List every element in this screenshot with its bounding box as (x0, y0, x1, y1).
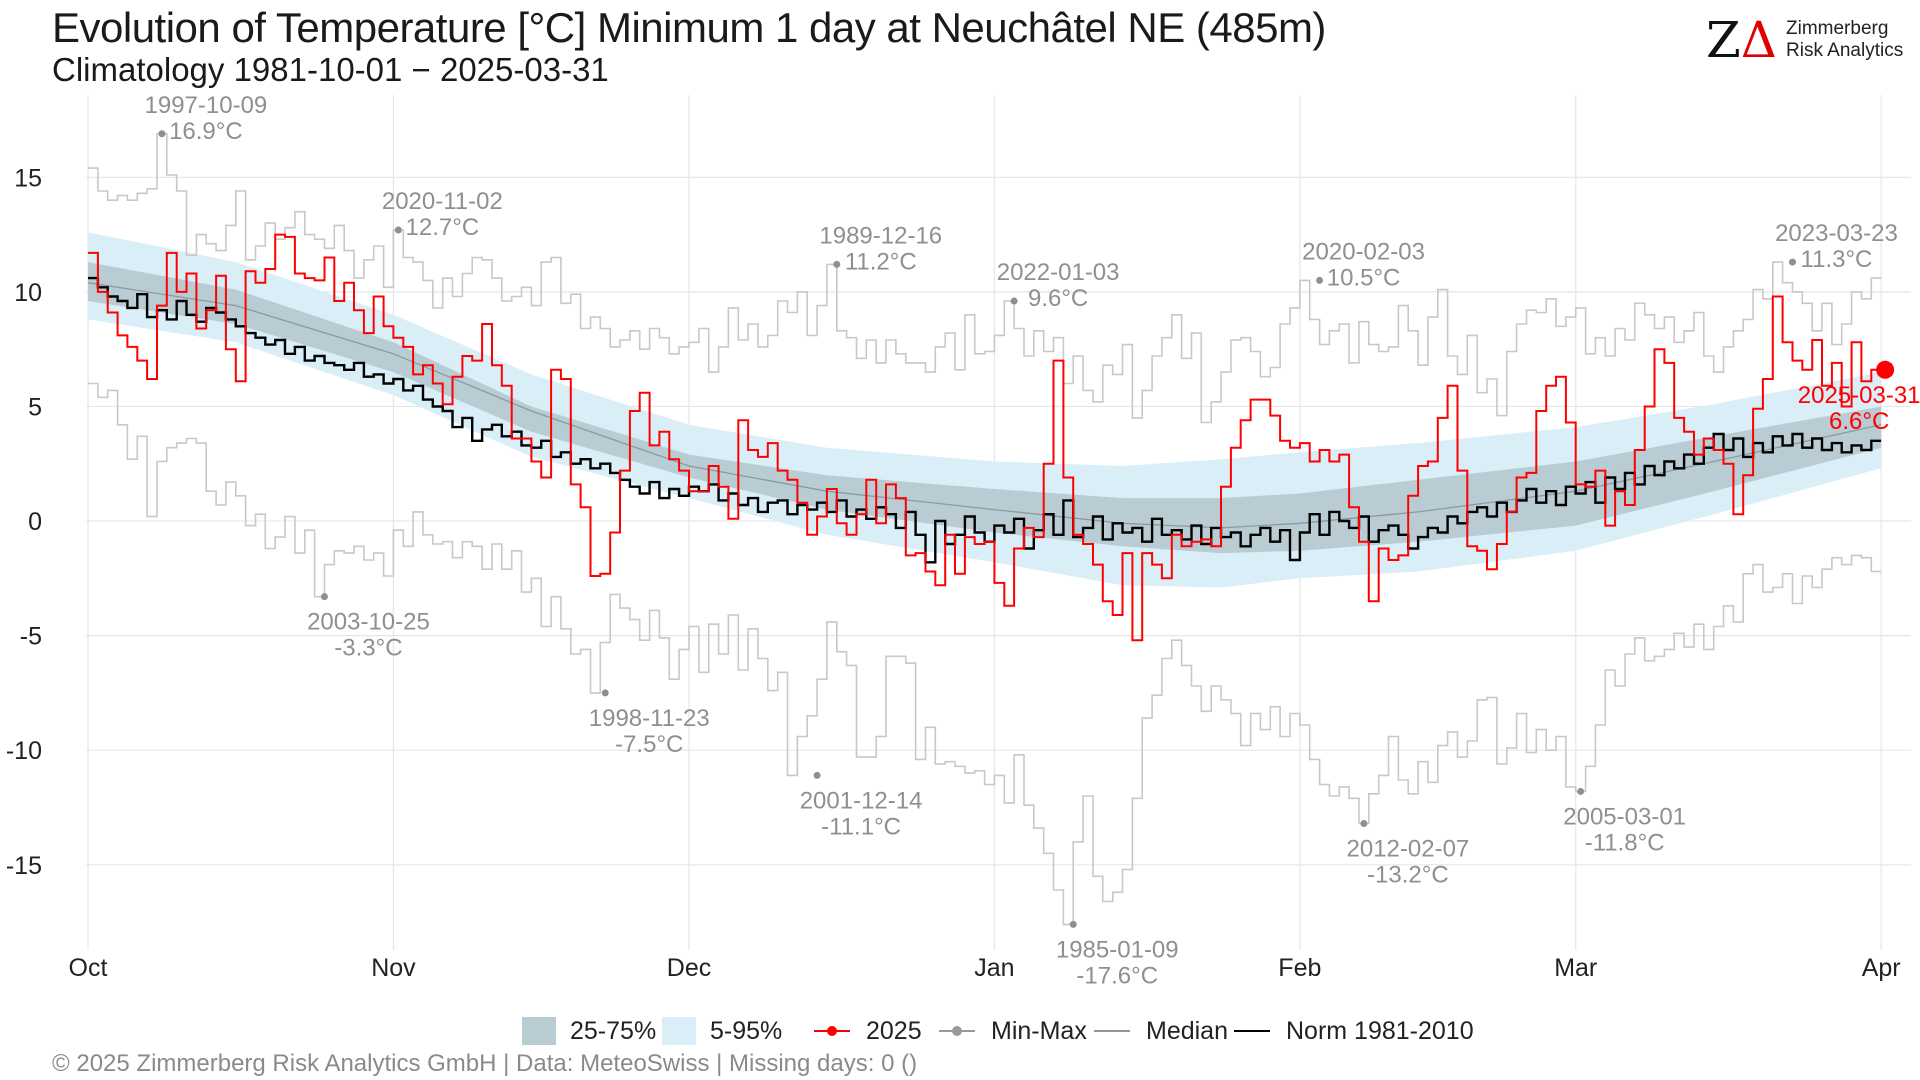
x-tick-label: Oct (69, 954, 108, 982)
current-date-label: 2025-03-31 (1798, 382, 1920, 409)
legend-label: Median (1146, 1016, 1228, 1045)
x-tick-label: Nov (371, 954, 416, 982)
legend-item: Norm 1981-2010 (1232, 1014, 1474, 1048)
extreme-date-label: 2023-03-23 (1775, 220, 1898, 247)
extreme-marker (1788, 258, 1796, 266)
extreme-date-label: 1985-01-09 (1056, 936, 1179, 963)
legend-item: 25-75% (522, 1014, 656, 1048)
legend-item: 5-95% (662, 1014, 782, 1048)
extreme-value-label: -11.8°C (1585, 829, 1665, 856)
chart-title: Evolution of Temperature [°C] Minimum 1 … (52, 4, 1326, 51)
extreme-date-label: 2020-11-02 (382, 188, 503, 215)
legend-swatch (1092, 1017, 1132, 1045)
y-tick-label: 10 (14, 279, 42, 307)
norm-line (88, 276, 1882, 564)
extreme-value-label: -17.6°C (1076, 962, 1158, 989)
legend-label: Norm 1981-2010 (1286, 1016, 1474, 1045)
extreme-value-label: 12.7°C (406, 214, 480, 241)
extreme-date-label: 2012-02-07 (1347, 836, 1470, 863)
legend-label: 5-95% (710, 1016, 783, 1045)
x-tick-label: Apr (1862, 954, 1901, 982)
extreme-marker (833, 260, 841, 268)
extreme-date-label: 2003-10-25 (307, 609, 430, 636)
y-tick-label: -10 (6, 737, 42, 765)
legend-swatch (812, 1017, 852, 1045)
x-tick-label: Mar (1554, 954, 1597, 982)
extreme-value-label: -13.2°C (1367, 862, 1449, 889)
logo-mark: ZΔ (1706, 11, 1777, 69)
logo-line-2: Risk Analytics (1786, 40, 1904, 61)
extreme-marker (394, 226, 402, 234)
y-tick-label: 15 (14, 164, 42, 192)
max-line (88, 133, 1882, 424)
extreme-marker (158, 130, 166, 138)
extreme-marker (1360, 820, 1368, 828)
legend-item: Median (1092, 1014, 1228, 1048)
extreme-date-label: 2001-12-14 (800, 787, 923, 814)
chart-subtitle: Climatology 1981-10-01 − 2025-03-31 (52, 51, 609, 88)
logo-text: Zimmerberg Risk Analytics (1786, 18, 1903, 62)
extreme-value-label: 11.3°C (1801, 246, 1873, 273)
series-2025-line (88, 233, 1882, 642)
legend-item: 2025 (812, 1014, 922, 1048)
extreme-marker (1577, 787, 1585, 795)
extreme-value-label: 9.6°C (1028, 285, 1088, 312)
chart-legend: 25-75% 5-95% 2025 Min-Max Median Norm 1981-20… (0, 1014, 1920, 1048)
legend-swatch (937, 1017, 977, 1045)
legend-swatch (1232, 1017, 1272, 1045)
extreme-marker (1069, 920, 1077, 928)
company-logo: ZΔ Zimmerberg Risk Analytics (1706, 12, 1906, 72)
y-tick-label: 0 (28, 508, 42, 536)
current-value-label: 6.6°C (1829, 408, 1889, 435)
extreme-value-label: 11.2°C (845, 248, 917, 275)
extreme-marker (1316, 276, 1324, 284)
extreme-marker (813, 771, 821, 779)
x-tick-label: Dec (667, 954, 711, 982)
legend-swatch (662, 1017, 696, 1045)
x-tick-label: Jan (974, 954, 1014, 982)
extreme-date-label: 2020-02-03 (1302, 238, 1425, 265)
x-tick-label: Feb (1278, 954, 1321, 982)
band-25-75 (88, 262, 1882, 554)
extreme-value-label: -11.1°C (821, 813, 901, 840)
y-tick-label: -5 (20, 623, 42, 651)
extreme-date-label: 1998-11-23 (589, 705, 710, 732)
logo-line-1: Zimmerberg (1786, 18, 1889, 39)
legend-item: Min-Max (937, 1014, 1087, 1048)
extreme-value-label: -3.3°C (334, 635, 402, 662)
temperature-chart: 15 10 5 0 -5 -10 -15 Oct Nov Dec Jan Feb Mar Apr 1997-… (6, 92, 1920, 990)
y-tick-label: 5 (28, 393, 42, 421)
extreme-date-label: 1997-10-09 (145, 92, 268, 119)
extreme-value-label: -7.5°C (615, 731, 683, 758)
legend-swatch (522, 1017, 556, 1045)
extreme-marker (1010, 297, 1018, 305)
extreme-value-label: 10.5°C (1327, 264, 1401, 291)
current-point (1876, 360, 1895, 379)
extreme-date-label: 2005-03-01 (1563, 803, 1686, 830)
legend-label: Min-Max (991, 1016, 1087, 1045)
extreme-date-label: 2022-01-03 (997, 259, 1120, 286)
extreme-marker (320, 593, 328, 601)
median-line (87, 282, 1882, 529)
extreme-date-label: 1989-12-16 (819, 222, 942, 249)
extreme-marker (601, 689, 609, 697)
copyright-footer: © 2025 Zimmerberg Risk Analytics GmbH | … (52, 1050, 918, 1077)
extreme-value-label: 16.9°C (169, 118, 243, 145)
y-tick-label: -15 (6, 852, 42, 880)
legend-label: 25-75% (570, 1016, 657, 1045)
legend-label: 2025 (866, 1016, 922, 1045)
